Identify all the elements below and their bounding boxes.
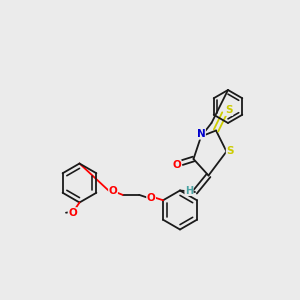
Text: O: O	[147, 193, 155, 203]
Text: O: O	[68, 208, 77, 218]
Text: O: O	[172, 160, 181, 170]
Text: N: N	[196, 129, 206, 139]
Text: H: H	[185, 185, 193, 196]
Text: S: S	[226, 146, 234, 157]
Text: S: S	[225, 105, 233, 116]
Text: O: O	[109, 186, 117, 196]
